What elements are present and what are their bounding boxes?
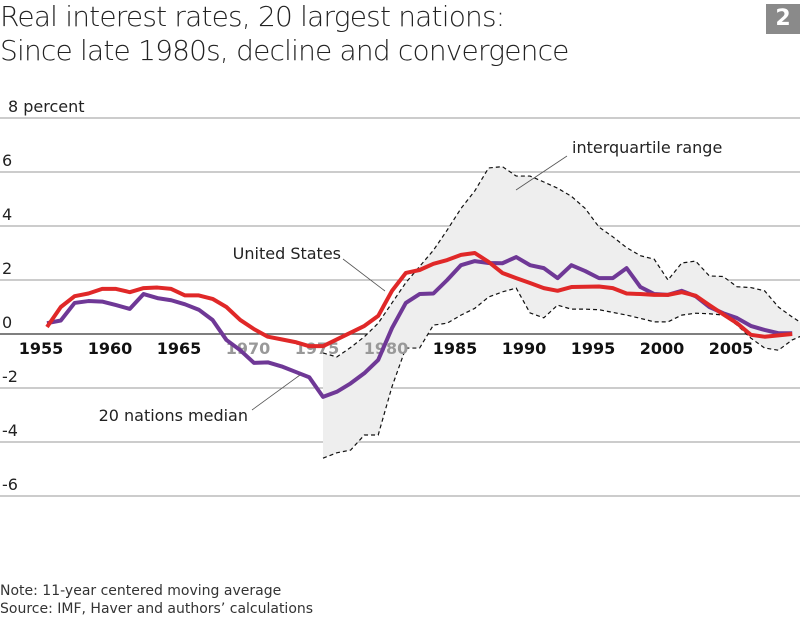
figure-number-badge: 2 (766, 4, 800, 34)
title-line-1: Real interest rates, 20 largest nations: (0, 0, 505, 33)
median-annotation: 20 nations median (99, 406, 248, 425)
us-leader-line (342, 258, 386, 292)
iqr-upper-line (322, 165, 800, 358)
chart-title: Real interest rates, 20 largest nations:… (0, 0, 569, 68)
x-tick-label: 1965 (157, 339, 202, 358)
footer-notes: Note: 11-year centered moving average So… (0, 582, 313, 618)
source-text: Source: IMF, Haver and authors’ calculat… (0, 601, 314, 617)
x-tick-label: 1970 (226, 339, 271, 358)
iqr-leader-line (515, 155, 568, 191)
y-tick-label: -4 (2, 421, 18, 440)
y-tick-label: 6 (2, 151, 12, 170)
us-annotation: United States (233, 244, 341, 263)
x-tick-label: 1980 (364, 339, 409, 358)
annotations: interquartile range United States 20 nat… (99, 138, 723, 425)
title-line-2: Since late 1980s, decline and convergenc… (0, 34, 569, 67)
united-states-line (45, 251, 793, 349)
gridlines (0, 117, 800, 497)
x-tick-label: 2000 (640, 339, 685, 358)
x-axis-labels: 1955 1960 1965 1970 1975 1980 1985 1990 1995 2000… (19, 339, 754, 358)
iqr-band (323, 166, 800, 459)
interquartile-range (322, 165, 800, 459)
series-lines (45, 251, 793, 399)
x-tick-label: 1985 (433, 339, 478, 358)
x-tick-label: 1995 (571, 339, 616, 358)
x-tick-label: 1955 (19, 339, 64, 358)
x-tick-label: 1960 (88, 339, 133, 358)
iqr-annotation: interquartile range (572, 138, 722, 157)
x-tick-label: 1990 (502, 339, 547, 358)
median-leader-line (251, 374, 301, 411)
y-tick-label: 4 (2, 205, 12, 224)
y-tick-label: 8 percent (8, 97, 85, 116)
y-tick-label: 0 (2, 313, 12, 332)
y-tick-label: -6 (2, 475, 18, 494)
x-tick-label: 2005 (709, 339, 754, 358)
y-tick-label: -2 (2, 367, 18, 386)
note-text: Note: 11-year centered moving average (0, 583, 282, 599)
y-axis-labels: 8 percent 6 4 2 0 -2 -4 -6 (2, 97, 85, 494)
y-tick-label: 2 (2, 259, 12, 278)
